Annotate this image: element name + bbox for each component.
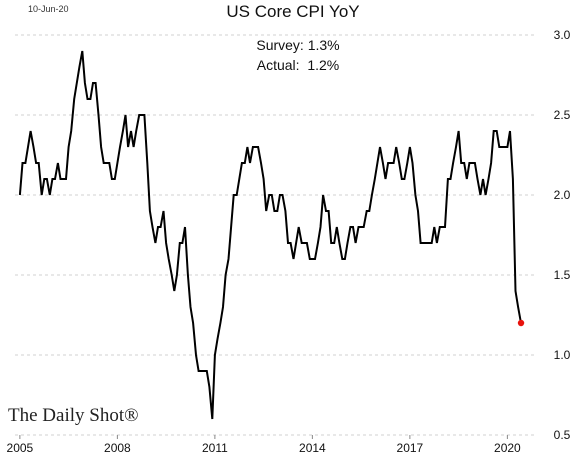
y-tick-label: 2.5	[554, 108, 571, 122]
y-tick-label: 1.0	[554, 348, 571, 362]
gridlines	[15, 34, 535, 436]
x-tick-label: 2020	[494, 441, 521, 455]
x-tick-label: 2005	[7, 441, 34, 455]
y-tick-label: 1.5	[554, 268, 571, 282]
y-axis: 0.5 1.0 1.5 2.0 2.5 3.0	[554, 28, 571, 442]
latest-point-marker	[517, 319, 525, 327]
y-tick-label: 3.0	[554, 28, 571, 42]
y-tick-label: 0.5	[554, 428, 571, 442]
brand-logo: The Daily Shot®	[8, 405, 139, 426]
actual-annotation: Actual: 1.2%	[257, 57, 340, 73]
plot-area	[18, 50, 525, 420]
x-tick-label: 2011	[202, 441, 228, 455]
series-line	[18, 50, 522, 420]
x-axis: 2005 2008 2011 2014 2017 2020	[7, 435, 521, 455]
x-tick-label: 2014	[299, 441, 326, 455]
y-tick-label: 2.0	[554, 188, 571, 202]
survey-annotation: Survey: 1.3%	[256, 37, 339, 53]
x-tick-label: 2008	[104, 441, 131, 455]
chart-title: US Core CPI YoY	[226, 2, 359, 21]
date-stamp: 10-Jun-20	[28, 4, 69, 14]
x-tick-label: 2017	[397, 441, 424, 455]
